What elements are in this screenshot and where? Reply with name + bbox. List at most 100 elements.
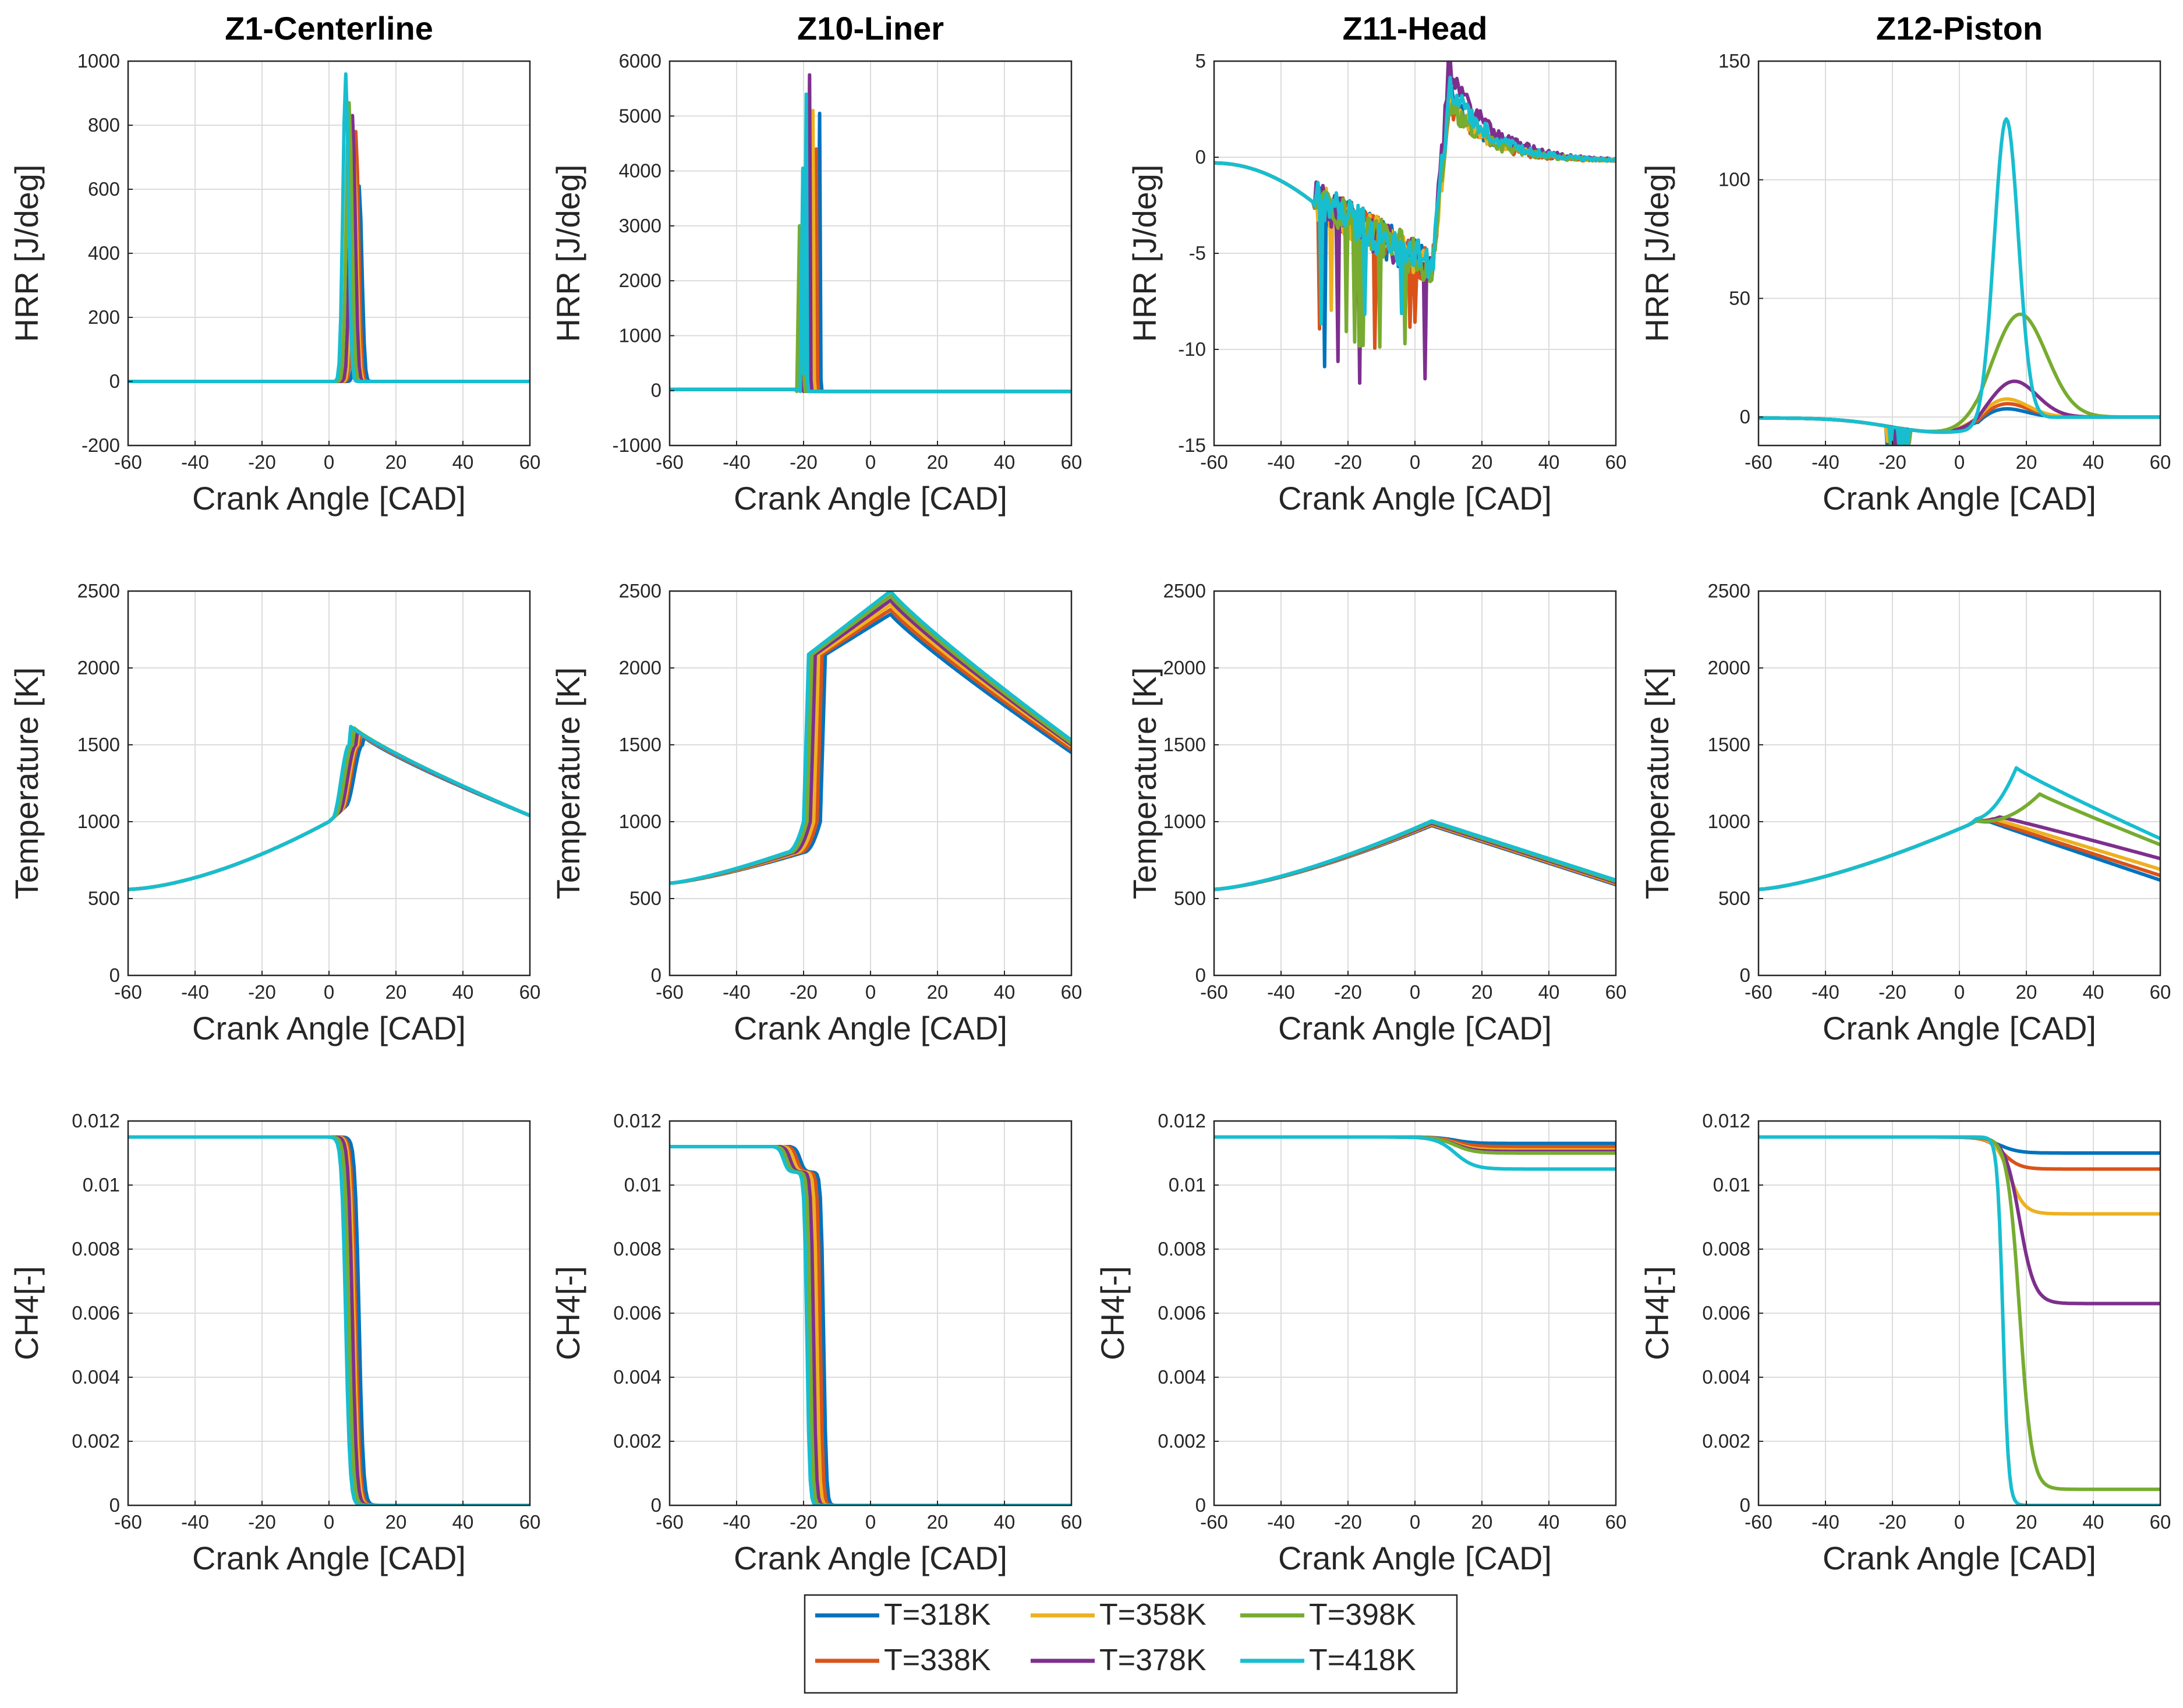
y-tick-label: 2000 bbox=[619, 657, 661, 678]
subplot-r2-c2: -60 -40 -20 0 20 40 60 0 0.002 0.004 0.006 0.008 0.0… bbox=[1094, 1110, 1626, 1576]
x-axis-label: Crank Angle [CAD] bbox=[192, 1010, 466, 1046]
x-tick-label: 40 bbox=[994, 981, 1016, 1003]
y-tick-label: 0.006 bbox=[1702, 1302, 1750, 1324]
x-tick-label: 40 bbox=[2083, 451, 2104, 473]
x-tick-label: 20 bbox=[927, 981, 949, 1003]
y-tick-label: 0.002 bbox=[72, 1430, 120, 1452]
x-tick-label: -60 bbox=[1200, 451, 1228, 473]
x-tick-label: 40 bbox=[1538, 981, 1560, 1003]
y-tick-label: 0.01 bbox=[83, 1174, 120, 1196]
y-tick-label: 1500 bbox=[77, 734, 120, 755]
y-tick-label: 0.008 bbox=[1702, 1238, 1750, 1260]
x-tick-label: -20 bbox=[248, 981, 276, 1003]
series-group bbox=[128, 1135, 530, 1505]
x-tick-label: 20 bbox=[2016, 1511, 2037, 1533]
y-tick-label: 0.008 bbox=[613, 1238, 661, 1260]
y-axis-label: CH4[-] bbox=[550, 1266, 586, 1360]
y-tick-label: 0.004 bbox=[613, 1366, 661, 1388]
x-tick-label: 0 bbox=[865, 451, 876, 473]
x-tick-label: 60 bbox=[1605, 451, 1627, 473]
y-tick-label: 1500 bbox=[1708, 734, 1750, 755]
y-tick-label: 2500 bbox=[1163, 580, 1206, 602]
y-tick-label: 0.012 bbox=[1702, 1110, 1750, 1131]
y-axis-label: HRR [J/deg] bbox=[550, 165, 586, 342]
y-axis-label: HRR [J/deg] bbox=[1639, 165, 1675, 342]
y-tick-label: 500 bbox=[1174, 887, 1206, 909]
x-tick-label: 20 bbox=[385, 451, 407, 473]
x-tick-label: -40 bbox=[181, 1511, 209, 1533]
subplot-title: Z12-Piston bbox=[1876, 10, 2043, 47]
series-group bbox=[1214, 1135, 1616, 1171]
y-axis-label: Temperature [K] bbox=[550, 667, 586, 899]
x-tick-label: -60 bbox=[1745, 451, 1772, 473]
x-tick-label: 0 bbox=[324, 981, 334, 1003]
x-tick-label: 40 bbox=[2083, 1511, 2104, 1533]
x-tick-label: 60 bbox=[1061, 451, 1082, 473]
x-tick-label: -20 bbox=[1334, 451, 1362, 473]
y-tick-label: 150 bbox=[1718, 50, 1750, 72]
y-tick-label: 0.008 bbox=[72, 1238, 120, 1260]
series-group bbox=[128, 72, 530, 383]
x-tick-label: -20 bbox=[1334, 981, 1362, 1003]
legend: T=318K T=338K T=358K T=378K T=398K T=418K bbox=[804, 1594, 1458, 1694]
x-tick-label: -60 bbox=[1200, 1511, 1228, 1533]
x-axis-label: Crank Angle [CAD] bbox=[1823, 1010, 2096, 1046]
series-line-t-418k bbox=[670, 1145, 1071, 1505]
series-group bbox=[670, 591, 1071, 885]
y-axis-label: CH4[-] bbox=[1094, 1266, 1131, 1360]
x-tick-label: 20 bbox=[2016, 981, 2037, 1003]
y-tick-label: 600 bbox=[88, 178, 120, 200]
subplot-title: Z10-Liner bbox=[797, 10, 944, 47]
subplot-r0-c3: -60 -40 -20 0 20 40 60 0 50 100 150 Crank Angle [CA… bbox=[1639, 10, 2171, 517]
x-tick-label: 0 bbox=[865, 981, 876, 1003]
y-tick-label: 800 bbox=[88, 114, 120, 136]
x-tick-label: 60 bbox=[2150, 451, 2171, 473]
y-tick-label: 0 bbox=[651, 1494, 661, 1516]
y-tick-label: 1000 bbox=[1708, 811, 1750, 832]
y-tick-label: 6000 bbox=[619, 50, 661, 72]
y-tick-label: 1500 bbox=[1163, 734, 1206, 755]
x-tick-label: -20 bbox=[248, 451, 276, 473]
x-tick-label: -40 bbox=[181, 981, 209, 1003]
x-tick-label: -60 bbox=[1745, 981, 1772, 1003]
x-tick-label: 20 bbox=[385, 981, 407, 1003]
series-line-t-418k bbox=[1759, 1135, 2160, 1505]
y-tick-label: -5 bbox=[1189, 242, 1206, 264]
x-tick-label: 60 bbox=[1061, 981, 1082, 1003]
y-tick-label: 2500 bbox=[619, 580, 661, 602]
y-tick-label: 500 bbox=[1718, 887, 1750, 909]
x-tick-label: 40 bbox=[452, 1511, 474, 1533]
x-tick-label: 60 bbox=[519, 451, 541, 473]
subplot-r2-c3: -60 -40 -20 0 20 40 60 0 0.002 0.004 0.006 0.008 0.0… bbox=[1639, 1110, 2171, 1576]
subplot-r1-c2: -60 -40 -20 0 20 40 60 0 500 1000 1500 2000 2500 Cran… bbox=[1126, 580, 1626, 1046]
subplot-r1-c0: -60 -40 -20 0 20 40 60 0 500 1000 1500 2000 2500 Cran… bbox=[8, 580, 540, 1046]
y-tick-label: 0 bbox=[1740, 406, 1750, 427]
x-tick-label: -60 bbox=[656, 1511, 684, 1533]
y-axis-label: Temperature [K] bbox=[1639, 667, 1675, 899]
subplot-r0-c1: -60 -40 -20 0 20 40 60 -1000 0 1000 2000 3000 4000 50… bbox=[550, 10, 1082, 517]
x-axis-label: Crank Angle [CAD] bbox=[1278, 1010, 1552, 1046]
series-line-t-418k bbox=[670, 591, 1071, 885]
y-tick-label: 0.006 bbox=[613, 1302, 661, 1324]
x-tick-label: 0 bbox=[1410, 451, 1420, 473]
x-tick-label: -60 bbox=[656, 451, 684, 473]
y-tick-label: 1000 bbox=[619, 324, 661, 346]
y-tick-label: 5 bbox=[1195, 50, 1206, 72]
y-tick-label: 0 bbox=[1740, 964, 1750, 986]
y-tick-label: 0 bbox=[1195, 964, 1206, 986]
y-tick-label: 0 bbox=[1195, 146, 1206, 168]
y-tick-label: 0.006 bbox=[72, 1302, 120, 1324]
y-tick-label: 400 bbox=[88, 242, 120, 264]
x-tick-label: -20 bbox=[1334, 1511, 1362, 1533]
series-group bbox=[1759, 1135, 2160, 1505]
x-tick-label: 60 bbox=[2150, 981, 2171, 1003]
series-line-t-418k bbox=[1214, 76, 1616, 326]
y-axis-label: Temperature [K] bbox=[8, 667, 45, 899]
legend-label: T=378K bbox=[1099, 1643, 1207, 1677]
x-tick-label: 20 bbox=[1471, 1511, 1493, 1533]
y-tick-label: -200 bbox=[82, 434, 120, 456]
y-tick-label: 2000 bbox=[77, 657, 120, 678]
x-tick-label: 0 bbox=[1954, 981, 1965, 1003]
y-tick-label: 0.002 bbox=[1702, 1430, 1750, 1452]
